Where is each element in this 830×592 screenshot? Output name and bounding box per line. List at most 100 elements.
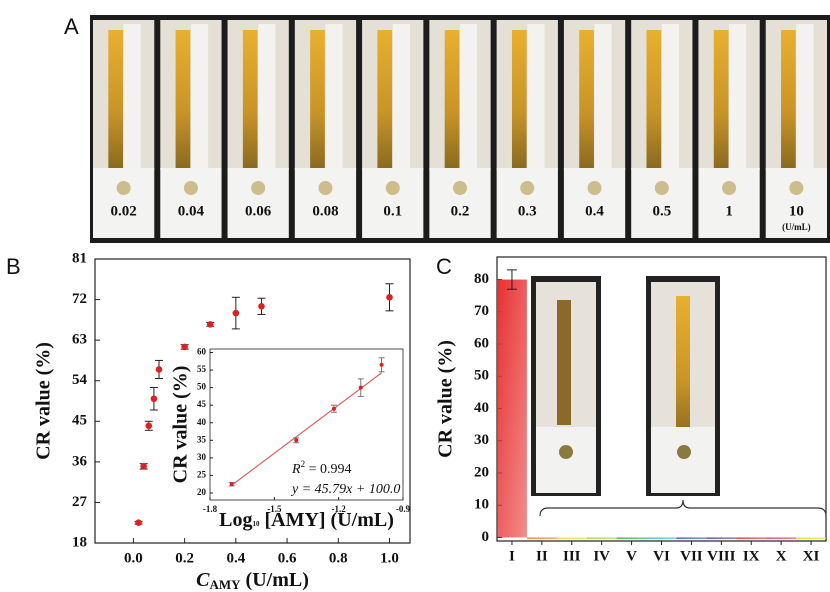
x-axis-label-part: [AMY] (U/mL) <box>259 509 393 531</box>
equation: y = 45.79x + 100.0 <box>290 482 400 497</box>
bar <box>796 537 826 539</box>
tube <box>579 30 594 168</box>
tube <box>647 30 662 168</box>
y-tick-label: 20 <box>197 487 207 497</box>
x-axis-label-part: (U/mL) <box>241 569 309 591</box>
tube-label: 0.3 <box>518 203 537 219</box>
card <box>651 427 715 493</box>
card <box>536 427 596 493</box>
point <box>294 438 298 442</box>
y-tick-label: 55 <box>197 364 207 374</box>
ruler <box>729 24 746 168</box>
point <box>140 463 147 470</box>
y-axis-label: CR value (%) <box>435 340 457 458</box>
tube-label: 0.2 <box>451 203 470 219</box>
y-tick-label: 0 <box>482 529 490 545</box>
well <box>453 181 467 195</box>
r2-part: = 0.994 <box>305 462 351 477</box>
bar <box>617 537 647 539</box>
x-tick-label: V <box>626 548 637 564</box>
point <box>156 366 163 373</box>
ruler <box>595 24 612 168</box>
x-axis-label: Log10 [AMY] (U/mL) <box>219 509 394 531</box>
point <box>151 395 158 402</box>
y-tick-label: 18 <box>72 534 87 550</box>
y-tick-label: 40 <box>197 417 207 427</box>
ruler <box>393 24 410 168</box>
bar <box>676 537 706 539</box>
ruler <box>460 24 477 168</box>
well <box>588 181 602 195</box>
ruler <box>258 24 275 168</box>
brace <box>540 500 826 516</box>
well <box>722 181 736 195</box>
ruler <box>325 24 342 168</box>
x-axis-label-part: Log <box>219 509 252 531</box>
point <box>380 363 384 367</box>
y-tick-label: 45 <box>72 413 87 429</box>
well <box>117 181 131 195</box>
x-tick-label: VIII <box>707 548 736 564</box>
panel-letter: C <box>436 254 452 279</box>
r2-annotation: R2 = 0.994 <box>291 459 351 477</box>
tube <box>445 30 460 168</box>
x-tick-label: III <box>563 548 581 564</box>
bar <box>706 537 736 539</box>
tube <box>557 300 571 425</box>
x-axis-label-part: C <box>196 569 210 591</box>
plot-frame <box>210 349 403 500</box>
y-axis-label: CR value (%) <box>170 366 192 484</box>
ruler <box>124 24 141 168</box>
x-tick-label: 1.0 <box>380 550 399 566</box>
well <box>251 181 265 195</box>
x-tick-label: 0.6 <box>278 550 297 566</box>
y-tick-label: 81 <box>72 250 87 266</box>
tube <box>108 30 123 168</box>
ruler <box>662 24 679 168</box>
ruler <box>796 24 813 168</box>
point <box>386 294 393 301</box>
well <box>318 181 332 195</box>
y-tick-label: 10 <box>474 497 489 513</box>
x-tick-label: -1.8 <box>203 504 218 514</box>
y-tick-label: 25 <box>197 469 207 479</box>
tube-label: 0.1 <box>383 203 402 219</box>
tube-label: 0.4 <box>585 203 604 219</box>
panel-letter: A <box>64 14 79 39</box>
y-tick-label: 72 <box>72 291 87 307</box>
unit-label: (U/mL) <box>782 222 811 232</box>
x-tick-label: II <box>536 548 548 564</box>
well <box>184 181 198 195</box>
tube <box>243 30 258 168</box>
tube-label: 0.04 <box>178 203 205 219</box>
well <box>559 445 573 459</box>
tube-label: 0.08 <box>312 203 338 219</box>
x-axis-label-part: AMY <box>209 577 241 592</box>
well <box>520 181 534 195</box>
x-tick-label: 0.2 <box>175 550 194 566</box>
tube <box>377 30 392 168</box>
bar <box>557 537 587 539</box>
tube-label: 10 <box>789 203 804 219</box>
tube-label: 0.02 <box>111 203 137 219</box>
x-tick-label: XI <box>803 548 820 564</box>
x-tick-label: 0.4 <box>226 550 245 566</box>
y-tick-label: 60 <box>474 335 489 351</box>
point <box>359 386 363 390</box>
point <box>135 519 142 526</box>
y-tick-label: 50 <box>474 368 489 384</box>
point <box>181 344 188 351</box>
x-tick-label: -0.9 <box>396 504 411 514</box>
panel-letter: B <box>6 254 21 279</box>
point <box>207 321 214 328</box>
well <box>386 181 400 195</box>
bar <box>587 537 617 539</box>
tube-label: 0.5 <box>652 203 671 219</box>
point <box>145 422 152 429</box>
photo-back <box>295 20 356 170</box>
point <box>233 310 240 317</box>
x-tick-label: IX <box>743 548 760 564</box>
y-tick-label: 27 <box>72 494 88 510</box>
r2-part: R <box>291 462 301 477</box>
tube <box>781 30 796 168</box>
